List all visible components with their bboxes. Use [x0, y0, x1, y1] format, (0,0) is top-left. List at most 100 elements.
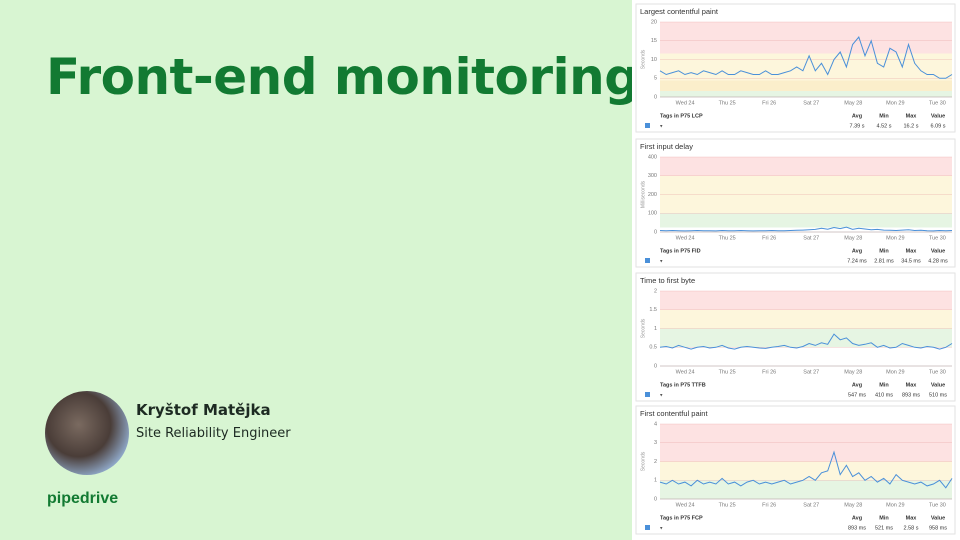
stat-header: Avg [852, 515, 862, 521]
x-tick-label: Wed 24 [676, 502, 695, 508]
stat-value: 2.81 ms [874, 258, 894, 264]
legend-label: Tags in P75 LCP [660, 113, 703, 119]
stat-value: 7.39 s [850, 123, 865, 129]
logo: pipedrive [47, 490, 119, 507]
stat-value: 958 ms [929, 525, 947, 531]
stat-value: 2.58 s [904, 525, 919, 531]
dashboard: Largest contentful paint05101520SecondsW… [632, 0, 960, 540]
x-tick-label: Sat 27 [803, 100, 819, 106]
y-tick-label: 3 [654, 440, 657, 446]
y-tick-label: 2 [654, 459, 657, 465]
y-tick-label: 200 [648, 192, 657, 198]
stat-value: 4.28 ms [928, 258, 948, 264]
y-axis-label: Seconds [640, 49, 646, 69]
x-tick-label: Sat 27 [803, 369, 819, 375]
stat-value: 893 ms [848, 525, 866, 531]
stat-value: 510 ms [929, 392, 947, 398]
threshold-band [660, 309, 952, 329]
x-tick-label: Fri 26 [762, 369, 776, 375]
threshold-band [660, 291, 952, 310]
legend-label: Tags in P75 TTFB [660, 382, 706, 388]
stat-value: 547 ms [848, 392, 866, 398]
x-tick-label: Thu 25 [719, 100, 736, 106]
legend-caret: ▾ [660, 258, 663, 264]
y-axis-label: Seconds [640, 451, 646, 471]
x-tick-label: May 28 [844, 502, 862, 508]
y-tick-label: 100 [648, 211, 657, 217]
speaker-role: Site Reliability Engineer [136, 426, 291, 441]
legend-caret: ▾ [660, 123, 663, 129]
y-tick-label: 1 [654, 326, 657, 332]
stat-value: 6.09 s [931, 123, 946, 129]
y-tick-label: 2 [654, 288, 657, 294]
x-tick-label: Tue 30 [929, 235, 946, 241]
series-line [659, 35, 953, 79]
threshold-band [660, 91, 952, 97]
y-tick-label: 0 [654, 496, 657, 502]
stat-value: 521 ms [875, 525, 893, 531]
x-tick-label: May 28 [844, 235, 862, 241]
legend-caret: ▾ [660, 392, 663, 398]
x-tick-label: Wed 24 [676, 369, 695, 375]
x-tick-label: Fri 26 [762, 502, 776, 508]
stat-value: 4.52 s [877, 123, 892, 129]
stat-header: Avg [852, 248, 862, 254]
x-tick-label: May 28 [844, 100, 862, 106]
x-tick-label: May 28 [844, 369, 862, 375]
threshold-band [660, 157, 952, 176]
legend-label: Tags in P75 FID [660, 248, 701, 254]
x-tick-label: Mon 29 [886, 502, 904, 508]
x-tick-label: Tue 30 [929, 502, 946, 508]
threshold-band [660, 461, 952, 481]
x-tick-label: Tue 30 [929, 369, 946, 375]
threshold-band [660, 328, 952, 348]
legend-swatch [645, 258, 650, 263]
y-tick-label: 1 [654, 478, 657, 484]
legend-caret: ▾ [660, 525, 663, 531]
series-line [659, 450, 953, 489]
legend-swatch [645, 123, 650, 128]
y-tick-label: 4 [654, 421, 657, 427]
y-tick-label: 0 [654, 94, 657, 100]
panel-title: First contentful paint [640, 409, 708, 418]
stat-value: 16.2 s [904, 123, 919, 129]
stat-header: Value [931, 515, 945, 521]
y-tick-label: 1.5 [649, 307, 657, 313]
panel-title: First input delay [640, 142, 693, 151]
x-tick-label: Sat 27 [803, 502, 819, 508]
legend-swatch [645, 392, 650, 397]
x-tick-label: Wed 24 [676, 100, 695, 106]
x-tick-label: Tue 30 [929, 100, 946, 106]
x-tick-label: Thu 25 [719, 369, 736, 375]
x-tick-label: Mon 29 [886, 100, 904, 106]
stat-header: Max [906, 113, 918, 119]
legend-label: Tags in P75 FCP [660, 515, 703, 521]
panel-title: Largest contentful paint [640, 7, 719, 16]
threshold-band [660, 22, 952, 54]
y-tick-label: 0 [654, 363, 657, 369]
threshold-band [660, 53, 952, 81]
stat-header: Avg [852, 382, 862, 388]
stat-value: 34.5 ms [901, 258, 921, 264]
stat-header: Max [906, 515, 918, 521]
stat-header: Value [931, 382, 945, 388]
x-tick-label: Fri 26 [762, 235, 776, 241]
speaker-name: Kryštof Matějka [136, 401, 271, 419]
series-line [659, 333, 953, 350]
threshold-band [660, 80, 952, 91]
y-axis-label: Seconds [640, 318, 646, 338]
stat-header: Max [906, 248, 918, 254]
x-tick-label: Fri 26 [762, 100, 776, 106]
x-tick-label: Mon 29 [886, 235, 904, 241]
x-tick-label: Thu 25 [719, 502, 736, 508]
series-line [659, 226, 953, 232]
y-tick-label: 300 [648, 173, 657, 179]
stat-header: Value [931, 248, 945, 254]
legend-swatch [645, 525, 650, 530]
stat-value: 893 ms [902, 392, 920, 398]
threshold-band [660, 347, 952, 366]
stat-value: 7.24 ms [847, 258, 867, 264]
stat-value: 410 ms [875, 392, 893, 398]
y-tick-label: 0.5 [649, 345, 657, 351]
